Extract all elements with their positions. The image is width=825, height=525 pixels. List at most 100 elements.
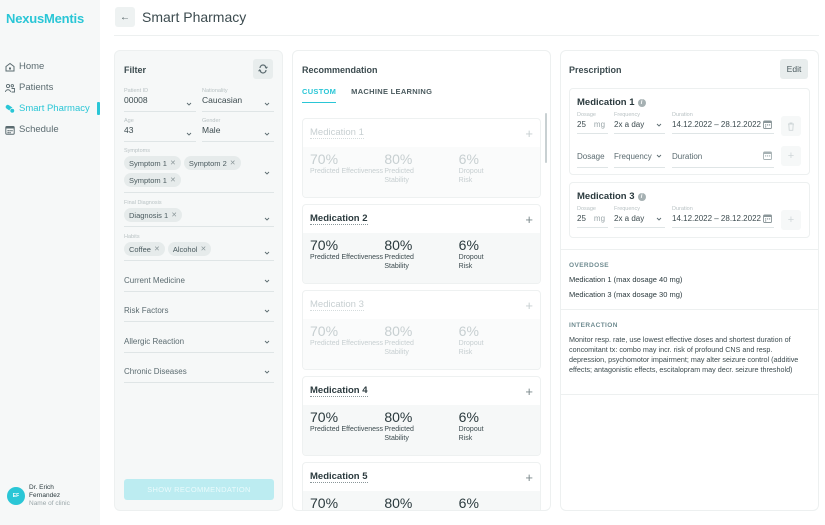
stability-label: Predicted Stability <box>384 254 414 270</box>
risk-factors-select[interactable]: Risk Factors <box>124 300 274 322</box>
tab-machine-learning[interactable]: MACHINE LEARNING <box>351 87 433 96</box>
scrollbar[interactable] <box>545 113 547 163</box>
refresh-icon <box>258 64 268 74</box>
remove-chip-icon[interactable]: ✕ <box>169 177 176 184</box>
chevron-down-icon <box>264 370 270 374</box>
medication-card[interactable]: Medication 2 + 70% Predicted Effectiveness… <box>302 204 541 284</box>
placeholder: Duration <box>672 152 703 161</box>
remove-chip-icon[interactable]: ✕ <box>229 160 236 167</box>
header-divider <box>114 35 819 36</box>
tab-custom[interactable]: CUSTOM <box>302 87 337 103</box>
duration-picker[interactable]: Duration 14.12.2022 – 28.12.2022 <box>672 206 774 228</box>
sidebar-item-patients[interactable]: Patients <box>0 77 100 98</box>
dosage-input[interactable]: Dosage 25 mg <box>577 112 608 134</box>
field-label: Duration <box>672 206 693 212</box>
add-row-button[interactable]: + <box>781 146 801 166</box>
stability-value: 80% <box>384 495 413 511</box>
info-icon[interactable]: i <box>637 98 646 107</box>
back-button[interactable]: ← <box>115 7 135 27</box>
section-divider <box>561 394 818 395</box>
nationality-select[interactable]: Nationality Caucasian <box>202 88 274 112</box>
habits-multiselect[interactable]: Habits Coffee ✕ Alcohol ✕ <box>124 234 274 261</box>
edit-button[interactable]: Edit <box>780 59 808 79</box>
show-recommendation-button[interactable]: SHOW RECOMMENDATION <box>124 479 274 500</box>
habit-chip: Alcohol ✕ <box>167 242 212 256</box>
calendar-icon[interactable] <box>763 151 772 160</box>
medication-name[interactable]: Medication 5 <box>310 470 368 483</box>
field-value: 14.12.2022 – 28.12.2022 <box>672 120 761 129</box>
effectiveness-label: Predicted Effectiveness <box>310 426 384 433</box>
patient-id-select[interactable]: Patient ID 00008 <box>124 88 196 112</box>
medication-name[interactable]: Medication 2 <box>310 212 368 225</box>
current-medicine-select[interactable]: Current Medicine <box>124 270 274 292</box>
effectiveness-value: 70% <box>310 237 339 253</box>
dosage-input[interactable]: Dosage 25 mg <box>577 206 608 228</box>
chevron-down-icon <box>264 279 270 283</box>
dropout-label: Dropout Risk <box>458 168 484 184</box>
age-select[interactable]: Age 43 <box>124 118 196 142</box>
medication-name[interactable]: Medication 3 <box>310 298 364 311</box>
chip-label: Diagnosis 1 <box>129 210 169 220</box>
sidebar-item-label: Patients <box>19 82 54 93</box>
stability-value: 80% <box>384 237 413 253</box>
add-icon[interactable]: + <box>525 383 533 399</box>
sidebar-nav: Home Patients Smart Pharmacy Schedule <box>0 56 100 140</box>
field-label: Dosage <box>577 112 596 118</box>
calendar-icon[interactable] <box>763 120 772 129</box>
delete-button[interactable] <box>781 116 801 136</box>
gender-select[interactable]: Gender Male <box>202 118 274 142</box>
arrow-left-icon: ← <box>120 11 130 23</box>
field-label: Chronic Diseases <box>124 367 187 376</box>
field-label: Nationality <box>202 88 228 94</box>
medication-card[interactable]: Medication 1 + 70% Predicted Effectiveness… <box>302 118 541 198</box>
allergic-reaction-select[interactable]: Allergic Reaction <box>124 331 274 353</box>
brand-logo: NexusMentis <box>6 11 84 26</box>
add-icon[interactable]: + <box>525 469 533 485</box>
sidebar-item-home[interactable]: Home <box>0 56 100 77</box>
reset-filter-button[interactable] <box>253 59 273 79</box>
new-duration-picker[interactable]: Duration <box>672 146 774 168</box>
medication-name[interactable]: Medication 4 <box>310 384 368 397</box>
sidebar-item-label: Smart Pharmacy <box>19 103 90 114</box>
medication-name[interactable]: Medication 1 <box>310 126 364 139</box>
add-icon[interactable]: + <box>525 297 533 313</box>
sidebar-item-schedule[interactable]: Schedule <box>0 119 100 140</box>
final-diagnosis-multiselect[interactable]: Final Diagnosis Diagnosis 1 ✕ <box>124 200 274 227</box>
user-clinic: Name of clinic <box>29 500 70 507</box>
remove-chip-icon[interactable]: ✕ <box>171 212 178 219</box>
medication-card[interactable]: Medication 5+ 70%Predicted Effectiveness… <box>302 462 541 511</box>
add-row-button[interactable]: + <box>781 210 801 230</box>
stability-value: 80% <box>384 409 413 425</box>
duration-picker[interactable]: Duration 14.12.2022 – 28.12.2022 <box>672 112 774 134</box>
unit-label: mg <box>593 120 606 129</box>
calendar-icon[interactable] <box>763 214 772 223</box>
info-icon[interactable]: i <box>637 192 646 201</box>
remove-chip-icon[interactable]: ✕ <box>200 246 207 253</box>
add-icon[interactable]: + <box>525 125 533 141</box>
frequency-select[interactable]: Frequency 2x a day <box>614 206 665 228</box>
chronic-diseases-select[interactable]: Chronic Diseases <box>124 361 274 383</box>
add-icon[interactable]: + <box>525 211 533 227</box>
effectiveness-value: 70% <box>310 495 339 511</box>
medication-card[interactable]: Medication 3 + 70% Predicted Effectiveness… <box>302 290 541 370</box>
filter-title: Filter <box>124 65 147 75</box>
sidebar-item-smart-pharmacy[interactable]: Smart Pharmacy <box>0 98 100 119</box>
dropout-label: Dropout Risk <box>458 340 484 356</box>
remove-chip-icon[interactable]: ✕ <box>169 160 176 167</box>
overdose-title: OVERDOSE <box>569 262 610 269</box>
symptoms-multiselect[interactable]: Symptoms Symptom 1 ✕ Symptom 2 ✕ Symptom 1… <box>124 148 274 193</box>
user-profile[interactable]: EF Dr. Erich Fernandez Name of clinic <box>7 484 74 508</box>
remove-chip-icon[interactable]: ✕ <box>153 246 160 253</box>
chevron-down-icon <box>264 102 270 106</box>
frequency-select[interactable]: Frequency 2x a day <box>614 112 665 134</box>
medication-card[interactable]: Medication 4 + 70% Predicted Effectiveness… <box>302 376 541 456</box>
chip-label: Coffee <box>129 244 151 254</box>
effectiveness-value: 70% <box>310 409 339 425</box>
field-label: Current Medicine <box>124 276 185 285</box>
calendar-icon <box>5 125 15 135</box>
new-frequency-select[interactable]: Frequency <box>614 146 665 168</box>
field-label: Patient ID <box>124 88 149 94</box>
new-dosage-input[interactable]: Dosage <box>577 146 608 168</box>
field-value: Male <box>202 125 221 135</box>
sidebar-item-label: Home <box>19 61 45 72</box>
